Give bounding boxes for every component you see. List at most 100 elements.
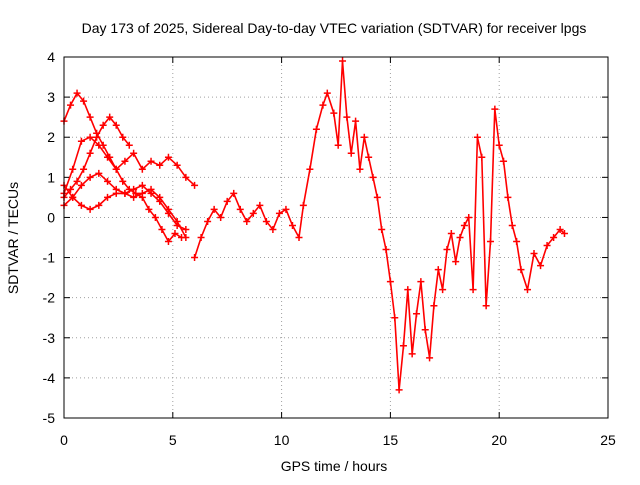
data-point — [288, 221, 296, 229]
data-point — [395, 386, 403, 394]
chart-title: Day 173 of 2025, Sidereal Day-to-day VTE… — [82, 20, 587, 36]
data-point — [104, 177, 112, 185]
data-point — [191, 181, 199, 189]
y-tick-label: -2 — [43, 290, 56, 306]
data-point — [343, 113, 351, 121]
data-point — [182, 225, 190, 233]
data-point — [508, 221, 516, 229]
data-point — [151, 213, 159, 221]
data-point — [95, 169, 103, 177]
data-point — [104, 153, 112, 161]
data-point — [164, 209, 172, 217]
data-point — [182, 173, 190, 181]
data-point — [550, 234, 558, 241]
data-point — [86, 173, 94, 181]
y-tick-label: 0 — [47, 209, 55, 225]
data-point — [299, 201, 307, 209]
data-point — [413, 310, 421, 318]
data-point — [517, 266, 525, 274]
data-point — [334, 141, 342, 149]
data-point — [217, 213, 225, 221]
data-point — [382, 246, 390, 254]
data-point — [352, 117, 360, 125]
data-point — [513, 238, 521, 246]
data-point — [95, 141, 103, 149]
data-point — [504, 193, 512, 201]
data-point — [256, 201, 264, 209]
data-point — [482, 302, 490, 310]
data-point — [204, 217, 212, 225]
data-point — [125, 141, 133, 149]
data-point — [369, 173, 377, 181]
data-point — [112, 189, 120, 197]
data-point — [121, 157, 129, 165]
data-point — [164, 238, 172, 246]
data-point — [491, 105, 499, 113]
series-line — [63, 136, 196, 194]
data-point — [399, 342, 407, 350]
data-point — [77, 137, 85, 145]
data-point — [86, 205, 94, 213]
data-point — [156, 161, 164, 169]
data-point — [86, 149, 94, 157]
grid-lines — [64, 57, 608, 418]
x-tick-label: 10 — [274, 432, 290, 448]
data-point — [269, 225, 277, 233]
y-tick-label: -1 — [43, 250, 56, 266]
data-point — [119, 133, 127, 141]
data-point — [439, 286, 447, 294]
data-point — [138, 165, 146, 173]
data-point — [80, 97, 88, 105]
data-point — [93, 133, 101, 141]
data-point — [295, 234, 303, 241]
data-point — [182, 234, 190, 241]
y-tick-label: -4 — [43, 370, 56, 386]
data-point — [319, 101, 327, 109]
data-point — [147, 157, 155, 165]
data-point — [530, 250, 538, 258]
data-point — [523, 286, 531, 294]
data-point — [360, 133, 368, 141]
data-point — [386, 278, 394, 286]
data-point — [330, 109, 338, 117]
y-tick-label: 1 — [47, 169, 55, 185]
series-day-arc — [191, 57, 568, 394]
tick-labels: 0 5 10 15 20 25 -5 -4 -3 -2 -1 0 1 2 3 4 — [43, 49, 616, 448]
data-point — [421, 326, 429, 334]
data-point — [86, 133, 94, 141]
y-tick-label: -3 — [43, 330, 56, 346]
data-point — [145, 205, 153, 213]
data-point — [243, 217, 251, 225]
data-point — [106, 113, 114, 121]
data-point — [86, 113, 94, 121]
data-point — [197, 234, 205, 241]
data-series — [60, 57, 568, 394]
data-point — [417, 278, 425, 286]
data-point — [312, 125, 320, 133]
data-point — [500, 157, 508, 165]
series-arc-5 — [60, 113, 133, 201]
data-point — [112, 165, 120, 173]
data-point — [365, 153, 373, 161]
data-point — [560, 229, 568, 237]
data-point — [543, 242, 551, 250]
data-point — [452, 258, 460, 266]
x-tick-label: 5 — [169, 432, 177, 448]
data-point — [130, 185, 138, 193]
plot-frame — [63, 56, 609, 419]
data-point — [230, 189, 238, 197]
data-point — [275, 209, 283, 217]
data-point — [173, 161, 181, 169]
data-point — [69, 193, 77, 201]
data-point — [164, 153, 172, 161]
data-point — [158, 225, 166, 233]
y-tick-label: 4 — [47, 49, 55, 65]
x-tick-label: 25 — [600, 432, 616, 448]
data-point — [473, 133, 481, 141]
data-point — [495, 141, 503, 149]
data-point — [447, 229, 455, 237]
data-point — [138, 189, 146, 197]
data-point — [138, 181, 146, 189]
data-point — [456, 234, 464, 241]
data-point — [465, 213, 473, 221]
